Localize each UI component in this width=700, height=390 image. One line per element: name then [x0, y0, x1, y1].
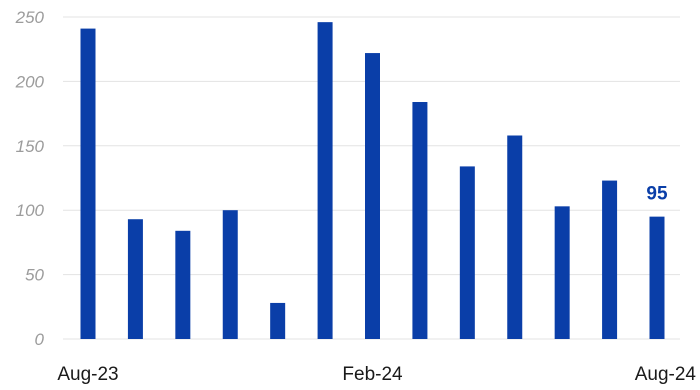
x-tick-label-Aug-24: Aug-24: [635, 364, 697, 385]
x-axis-ticks: Aug-23 Feb-24 Aug-24: [57, 364, 696, 385]
bar-Oct-23: [175, 230, 191, 339]
bar-Aug-23: [80, 28, 96, 339]
y-tick-label-50: 50: [25, 266, 44, 285]
bar-Mar-24: [412, 102, 428, 340]
y-tick-label-100: 100: [16, 201, 45, 220]
bar-May-24: [507, 135, 523, 339]
bar-Sep-23: [127, 219, 143, 339]
x-tick-label-Feb-24: Feb-24: [342, 364, 403, 385]
y-tick-label-200: 200: [15, 72, 45, 91]
bar-Dec-23: [270, 302, 286, 339]
y-tick-label-150: 150: [16, 137, 45, 156]
bar-Jan-24: [317, 22, 333, 339]
bar-Jul-24: [602, 180, 618, 339]
data-labels: 95: [646, 184, 668, 205]
y-tick-label-0: 0: [35, 330, 45, 349]
y-axis-ticks: 0 50 100 150 200 250: [15, 8, 45, 349]
bar-Feb-24: [365, 53, 380, 340]
bar-Aug-24: [649, 216, 665, 339]
bars: [80, 22, 665, 340]
bar-Nov-23: [222, 210, 238, 339]
bar-Apr-24: [459, 166, 475, 339]
data-label-Aug-24: 95: [646, 184, 668, 205]
y-tick-label-250: 250: [15, 8, 45, 27]
x-tick-label-Aug-23: Aug-23: [57, 364, 118, 385]
bar-Jun-24: [554, 206, 570, 339]
